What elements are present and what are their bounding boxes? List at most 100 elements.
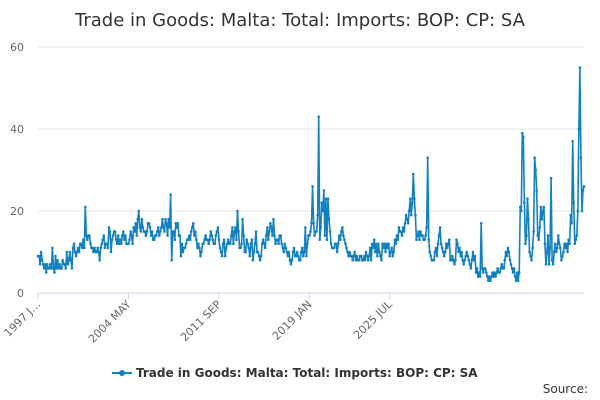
data-point[interactable] <box>301 254 305 258</box>
data-point[interactable] <box>439 242 443 246</box>
data-point[interactable] <box>480 267 484 270</box>
data-point[interactable] <box>60 267 63 270</box>
data-point[interactable] <box>263 246 267 250</box>
data-point[interactable] <box>392 250 396 254</box>
data-point[interactable] <box>456 242 459 246</box>
data-point[interactable] <box>162 226 165 229</box>
data-point[interactable] <box>347 254 350 258</box>
data-point[interactable] <box>43 263 47 266</box>
data-point[interactable] <box>546 234 550 237</box>
data-point[interactable] <box>503 258 507 262</box>
data-point[interactable] <box>481 271 485 274</box>
data-point[interactable] <box>337 234 341 237</box>
data-point[interactable] <box>407 209 411 213</box>
data-point[interactable] <box>444 242 448 246</box>
data-point[interactable] <box>102 234 106 237</box>
data-point[interactable] <box>249 242 253 246</box>
data-point[interactable] <box>277 242 280 246</box>
data-point[interactable] <box>493 271 496 274</box>
data-point[interactable] <box>508 258 512 262</box>
data-point[interactable] <box>109 250 113 254</box>
data-point[interactable] <box>106 246 110 250</box>
data-point[interactable] <box>40 258 44 262</box>
data-point[interactable] <box>118 238 122 241</box>
data-point[interactable] <box>176 222 180 225</box>
data-point[interactable] <box>377 242 380 246</box>
data-point[interactable] <box>241 217 244 221</box>
data-point[interactable] <box>261 238 265 241</box>
data-point[interactable] <box>400 234 404 237</box>
data-point[interactable] <box>73 250 77 254</box>
data-point[interactable] <box>222 238 226 241</box>
data-point[interactable] <box>399 230 403 233</box>
data-point[interactable] <box>376 254 379 258</box>
data-point[interactable] <box>224 246 228 250</box>
data-point[interactable] <box>257 254 261 258</box>
data-point[interactable] <box>56 258 59 262</box>
data-point[interactable] <box>251 258 255 262</box>
data-point[interactable] <box>326 197 330 200</box>
data-point[interactable] <box>366 258 370 262</box>
data-point[interactable] <box>383 242 386 246</box>
data-point[interactable] <box>183 246 187 250</box>
data-point[interactable] <box>37 254 41 258</box>
data-point[interactable] <box>155 230 159 233</box>
data-point[interactable] <box>206 238 209 241</box>
data-point[interactable] <box>458 246 461 250</box>
data-point[interactable] <box>168 226 171 229</box>
data-point[interactable] <box>541 209 545 213</box>
data-point[interactable] <box>548 246 552 250</box>
data-point[interactable] <box>295 250 299 254</box>
data-point[interactable] <box>234 226 237 229</box>
data-point[interactable] <box>405 217 409 221</box>
data-point[interactable] <box>580 209 584 213</box>
data-point[interactable] <box>81 238 85 241</box>
data-point[interactable] <box>253 242 257 246</box>
data-point[interactable] <box>408 197 412 200</box>
data-point[interactable] <box>560 258 563 262</box>
data-point[interactable] <box>435 254 439 258</box>
data-point[interactable] <box>66 263 70 266</box>
data-point[interactable] <box>523 201 526 205</box>
data-point[interactable] <box>186 238 190 241</box>
data-point[interactable] <box>216 226 220 229</box>
data-point[interactable] <box>455 238 458 241</box>
data-point[interactable] <box>495 271 498 274</box>
data-point[interactable] <box>519 209 523 213</box>
data-point[interactable] <box>471 250 475 254</box>
data-point[interactable] <box>564 246 567 250</box>
data-point[interactable] <box>88 234 91 237</box>
data-point[interactable] <box>470 258 474 262</box>
data-point[interactable] <box>419 230 422 233</box>
data-point[interactable] <box>170 258 173 262</box>
data-point[interactable] <box>309 230 312 233</box>
data-point[interactable] <box>244 250 248 254</box>
data-point[interactable] <box>374 242 378 246</box>
data-point[interactable] <box>562 250 565 254</box>
data-point[interactable] <box>454 258 457 262</box>
data-point[interactable] <box>58 263 61 266</box>
data-point[interactable] <box>44 271 48 274</box>
data-point[interactable] <box>239 246 242 250</box>
data-point[interactable] <box>558 242 561 246</box>
data-point[interactable] <box>563 242 566 246</box>
data-point[interactable] <box>388 254 391 258</box>
data-point[interactable] <box>290 258 294 262</box>
data-point[interactable] <box>320 201 324 205</box>
data-point[interactable] <box>518 205 522 209</box>
data-point[interactable] <box>284 246 288 250</box>
data-point[interactable] <box>412 172 415 176</box>
data-point[interactable] <box>432 258 436 262</box>
data-point[interactable] <box>350 254 353 258</box>
data-point[interactable] <box>258 258 262 262</box>
data-point[interactable] <box>382 246 385 250</box>
data-point[interactable] <box>319 226 323 229</box>
data-point[interactable] <box>67 258 71 262</box>
data-point[interactable] <box>336 242 340 246</box>
data-point[interactable] <box>371 246 375 250</box>
data-point[interactable] <box>575 234 579 237</box>
data-point[interactable] <box>305 254 308 258</box>
data-point[interactable] <box>92 250 95 254</box>
data-point[interactable] <box>504 250 508 254</box>
data-point[interactable] <box>48 267 51 270</box>
